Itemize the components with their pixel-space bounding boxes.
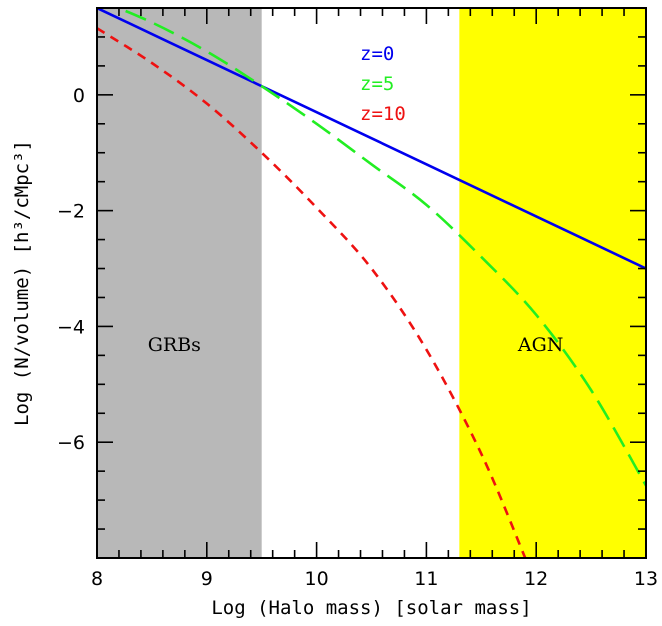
region-labels: GRBs AGN bbox=[148, 334, 564, 356]
tick-labels: 8 9 10 11 12 13 0 −2 −4 −6 bbox=[57, 85, 658, 590]
series-lines bbox=[97, 8, 646, 558]
series-line-z0 bbox=[97, 8, 646, 270]
axis-ticks bbox=[96, 7, 647, 558]
region-agn bbox=[459, 8, 646, 558]
series-line-z5 bbox=[114, 8, 646, 487]
y-tick-label: 0 bbox=[73, 85, 85, 107]
plot-frame bbox=[96, 7, 647, 559]
legend-entry-z10: z=10 bbox=[360, 103, 406, 125]
legend: z=0 z=5 z=10 bbox=[360, 43, 406, 125]
y-axis-label: Log (N/volume) [h³/cMpc³] bbox=[11, 140, 33, 426]
x-axis-label: Log (Halo mass) [solar mass] bbox=[211, 597, 531, 619]
x-tick-label: 12 bbox=[524, 568, 548, 590]
x-tick-label: 11 bbox=[414, 568, 438, 590]
series-line-z10 bbox=[97, 27, 527, 558]
region-label-grbs: GRBs bbox=[148, 334, 201, 356]
x-tick-label: 9 bbox=[201, 568, 213, 590]
x-tick-label: 10 bbox=[305, 568, 329, 590]
y-tick-label: −2 bbox=[57, 201, 85, 223]
legend-entry-z5: z=5 bbox=[360, 73, 394, 95]
x-tick-label: 8 bbox=[91, 568, 103, 590]
y-tick-label: −4 bbox=[57, 316, 85, 338]
region-grbs bbox=[97, 8, 262, 558]
x-tick-label: 13 bbox=[634, 568, 658, 590]
y-tick-label: −6 bbox=[57, 432, 85, 454]
shaded-regions bbox=[97, 8, 646, 558]
region-label-agn: AGN bbox=[517, 334, 564, 356]
legend-entry-z0: z=0 bbox=[360, 43, 394, 65]
